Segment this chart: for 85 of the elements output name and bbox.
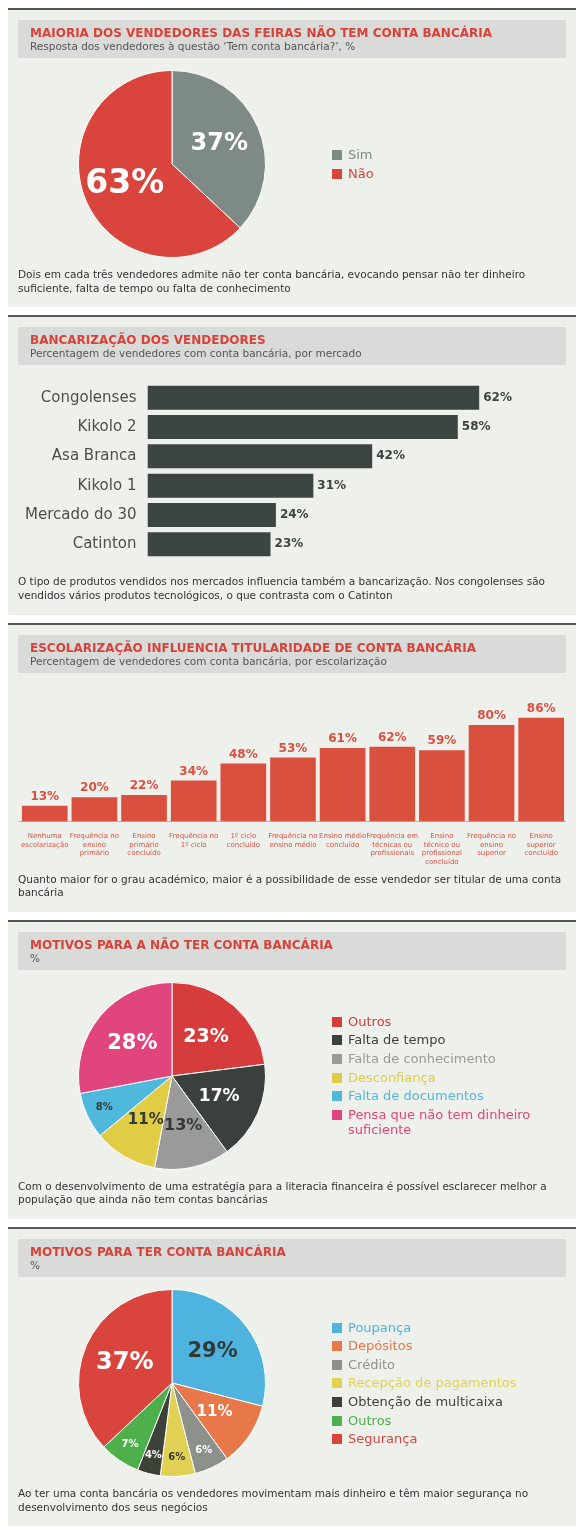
- legend-label: Obtenção de multicaixa: [348, 1393, 504, 1410]
- legend-label: Não: [348, 165, 374, 182]
- y-tick-label: Kikolo 1: [77, 475, 137, 494]
- data-label: 61%: [328, 730, 357, 745]
- data-label: 86%: [526, 700, 556, 715]
- text: Quanto maior for o grau académico, maior é a possibilidade de esse vendedor ser titular de uma conta bancária: [18, 872, 563, 900]
- data-label: 37%: [190, 127, 248, 156]
- legend-label: Depósitos: [348, 1338, 413, 1354]
- y-tick-label: Asa Branca: [51, 446, 137, 465]
- bar: [147, 415, 458, 440]
- data-label: 58%: [461, 419, 491, 434]
- data-label: 59%: [427, 733, 457, 748]
- data-label: 48%: [228, 746, 258, 761]
- data-label: 63%: [85, 162, 165, 201]
- chart-subtitle: Percentagem de vendedores com conta bancária, por mercado: [30, 347, 363, 360]
- text: Ao ter uma conta bancária os vendedores movimentam mais dinheiro e têm maior segurança no desenvolvimento dos seus negócios: [18, 1487, 530, 1515]
- legend-label: Recepção de pagamentos: [348, 1375, 517, 1391]
- bar: [21, 805, 68, 821]
- chart-subtitle: %: [30, 1259, 41, 1272]
- legend-label: Outros: [348, 1412, 392, 1429]
- bar: [147, 532, 271, 557]
- legend-label: Segurança: [348, 1431, 418, 1447]
- data-label: 23%: [274, 536, 304, 551]
- legend-label: Desconfiança: [348, 1069, 436, 1086]
- data-label: 8%: [95, 1101, 113, 1113]
- legend-label: Falta de documentos: [348, 1088, 484, 1104]
- data-label: 37%: [96, 1346, 154, 1375]
- data-label: 13%: [164, 1115, 203, 1135]
- data-label: 80%: [477, 707, 506, 722]
- chart-title: BANCARIZAÇÃO DOS VENDEDORES: [30, 333, 267, 348]
- legend-label: Outros: [348, 1013, 392, 1030]
- data-label: 6%: [168, 1451, 186, 1463]
- data-label: 11%: [127, 1110, 164, 1128]
- legend-label: Falta de conhecimento: [348, 1050, 496, 1067]
- bar: [220, 763, 267, 821]
- bar: [319, 747, 366, 821]
- chart-title: MAIORIA DOS VENDEDORES DAS FEIRAS NÃO TEM CONTA BANCÁRIA: [30, 26, 493, 40]
- legend-label: Falta de tempo: [348, 1032, 446, 1048]
- chart-title: MOTIVOS PARA A NÃO TER CONTA BANCÁRIA: [30, 937, 334, 952]
- bar: [419, 749, 465, 821]
- data-label: 28%: [107, 1029, 158, 1054]
- data-label: 23%: [183, 1024, 229, 1047]
- data-label: 22%: [129, 777, 159, 792]
- legend-label: Pensa que não tem dinheiro suficiente: [348, 1106, 532, 1138]
- legend-label: Poupança: [348, 1319, 412, 1336]
- legend-label: Crédito: [348, 1356, 396, 1373]
- bar: [518, 717, 565, 821]
- bar: [369, 746, 416, 821]
- data-label: 31%: [317, 478, 347, 493]
- bar: [147, 385, 480, 410]
- text: O tipo de produtos vendidos nos mercados influencia também a bancarização. Nos congolenses são vendidos vários produtos tecnológicos, o que contrasta com o Catinton: [18, 575, 546, 603]
- text: Dois em cada três vendedores admite não ter conta bancária, evocando pensar não ter dinheiro suficiente, falta de tempo ou falta de conhecimento: [18, 268, 527, 296]
- bar: [147, 503, 276, 528]
- chart-title: ESCOLARIZAÇÃO INFLUENCIA TITULARIDADE DE CONTA BANCÁRIA: [30, 640, 478, 655]
- y-tick-label: Catinton: [72, 534, 137, 553]
- data-label: 62%: [483, 390, 512, 405]
- data-label: 17%: [198, 1084, 240, 1105]
- bar: [147, 444, 373, 469]
- chart-subtitle: Percentagem de vendedores com conta bancária, por escolarização: [30, 654, 388, 667]
- data-label: 24%: [279, 507, 309, 522]
- data-label: 42%: [376, 448, 405, 463]
- chart-title: MOTIVOS PARA TER CONTA BANCÁRIA: [30, 1245, 287, 1260]
- bar: [71, 796, 118, 821]
- chart-subtitle: %: [30, 951, 41, 964]
- bar: [270, 757, 316, 821]
- y-tick-label: Kikolo 2: [77, 417, 137, 436]
- bar: [121, 794, 167, 821]
- data-label: 29%: [187, 1338, 238, 1363]
- data-label: 34%: [179, 763, 209, 778]
- data-label: 53%: [278, 740, 308, 755]
- y-tick-label: Mercado do 30: [25, 505, 137, 524]
- data-label: 13%: [30, 788, 60, 803]
- data-label: 7%: [121, 1438, 139, 1450]
- bar: [170, 780, 217, 821]
- bar: [468, 724, 515, 821]
- bar: [147, 473, 314, 498]
- data-label: 4%: [144, 1449, 162, 1461]
- data-label: 6%: [195, 1444, 213, 1456]
- text: Com o desenvolvimento de uma estratégia para a literacia financeira é possível esclarecer melhor a população que ainda não tem contas bancárias: [18, 1179, 548, 1208]
- chart-subtitle: Resposta dos vendedores à questão ‘Tem conta bancária?’, %: [30, 40, 357, 52]
- y-tick-label: Congolenses: [40, 387, 137, 406]
- data-label: 20%: [80, 780, 109, 795]
- data-label: 62%: [377, 729, 407, 744]
- legend-label: Sim: [348, 146, 373, 163]
- data-label: 11%: [196, 1401, 233, 1420]
